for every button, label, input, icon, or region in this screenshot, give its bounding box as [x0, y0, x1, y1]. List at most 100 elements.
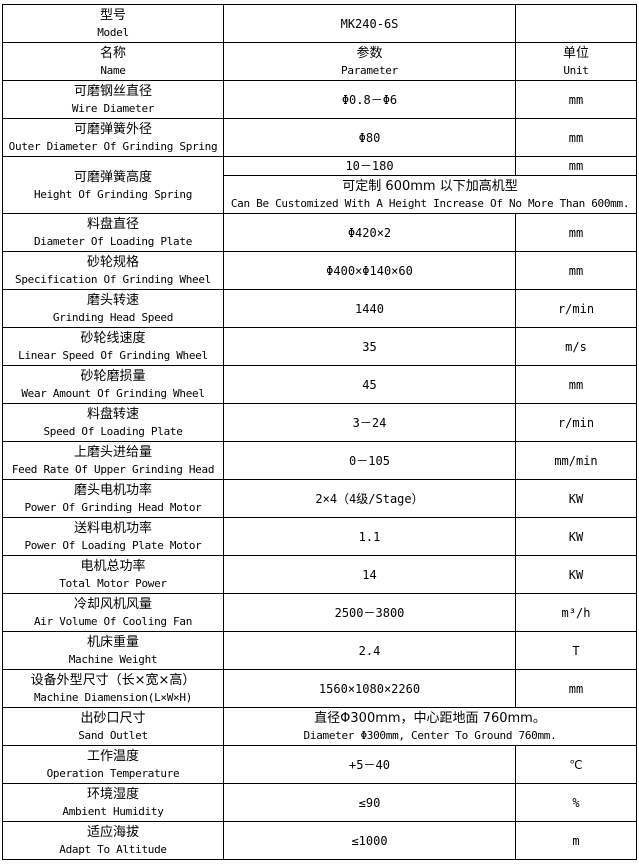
spec-value-cell: 1440: [223, 289, 516, 328]
spec-unit: mm: [568, 159, 584, 173]
spec-name-en: Grinding Head Speed: [52, 311, 174, 324]
spec-unit: KW: [568, 567, 584, 582]
spec-unit: mm: [568, 130, 584, 145]
spec-name-cell: 可磨弹簧高度 Height Of Grinding Spring: [2, 156, 224, 214]
spec-name-cell: 出砂口尺寸 Sand Outlet: [2, 707, 224, 746]
spec-unit-cell: KW: [515, 479, 637, 518]
spec-value-cell: Φ400×Φ140×60: [223, 251, 516, 290]
spec-name-en: Adapt To Altitude: [59, 843, 167, 856]
row-adapt-altitude: 适应海拔 Adapt To Altitude ≤1000 m: [2, 821, 637, 860]
spec-name-zh: 上磨头进给量: [73, 445, 152, 460]
spec-name-cell: 电机总功率 Total Motor Power: [2, 555, 224, 594]
spec-value: Φ420×2: [347, 225, 392, 240]
sand-outlet-value-zh: 直径Φ300mm，中心距地面 760mm。: [314, 711, 546, 726]
spec-value: 14: [362, 567, 377, 582]
spec-name-zh: 设备外型尺寸（长×宽×高）: [30, 673, 196, 688]
spec-name-cell: 磨头电机功率 Power Of Grinding Head Motor: [2, 479, 224, 518]
row-machine-dimension: 设备外型尺寸（长×宽×高） Machine Diamension(L×W×H) …: [2, 669, 637, 708]
spec-value-cell: 14: [223, 555, 516, 594]
spec-name-en: Machine Weight: [68, 653, 158, 666]
spec-unit: m³/h: [561, 605, 591, 620]
spec-name-cell: 砂轮磨损量 Wear Amount Of Grinding Wheel: [2, 365, 224, 404]
spec-unit-cell: T: [515, 631, 637, 670]
spec-unit: r/min: [557, 415, 595, 430]
spec-name-en: Air Volume Of Cooling Fan: [33, 615, 193, 628]
spec-name-zh: 磨头电机功率: [73, 483, 152, 498]
spec-value: 45: [362, 377, 377, 392]
row-header: 名称 Name 参数 Parameter 单位 Unit: [2, 42, 637, 81]
spec-unit: m: [572, 833, 580, 848]
spec-unit: m/s: [565, 339, 587, 354]
header-param-zh: 参数: [356, 46, 383, 61]
row-loading-plate-diameter: 料盘直径 Diameter Of Loading Plate Φ420×2 mm: [2, 213, 637, 252]
spec-unit-cell: ℃: [515, 745, 637, 784]
spec-name-en: Feed Rate Of Upper Grinding Head: [11, 463, 215, 476]
spec-unit-cell: mm: [515, 156, 637, 176]
spec-unit: ℃: [569, 757, 583, 772]
spec-name-zh: 冷却风机风量: [73, 597, 152, 612]
spec-unit-cell: mm: [515, 365, 637, 404]
spec-unit-cell: m³/h: [515, 593, 637, 632]
spec-name-en: Linear Speed Of Grinding Wheel: [18, 349, 208, 362]
spec-value: 2×4（4级/Stage）: [315, 491, 424, 506]
model-value-cell: MK240-6S: [223, 4, 516, 43]
spec-name-cell: 工作温度 Operation Temperature: [2, 745, 224, 784]
spec-value-cell: 45: [223, 365, 516, 404]
spec-unit-cell: KW: [515, 517, 637, 556]
spec-name-cell: 送料电机功率 Power Of Loading Plate Motor: [2, 517, 224, 556]
spec-unit: mm: [568, 225, 584, 240]
row-feed-rate: 上磨头进给量 Feed Rate Of Upper Grinding Head …: [2, 441, 637, 480]
spec-value-cell: 2500－3800: [223, 593, 516, 632]
spec-value-cell: 2.4: [223, 631, 516, 670]
spec-unit-cell: mm: [515, 213, 637, 252]
spec-value: ≤90: [358, 795, 381, 810]
spec-value-cell: 3－24: [223, 403, 516, 442]
spec-value: 1.1: [358, 529, 381, 544]
model-value: MK240-6S: [340, 16, 399, 31]
spec-value-cell: ≤1000: [223, 821, 516, 860]
spec-value-cell: 2×4（4级/Stage）: [223, 479, 516, 518]
spec-value: Φ80: [358, 130, 381, 145]
spec-unit: mm: [568, 377, 584, 392]
header-param-cell: 参数 Parameter: [223, 42, 516, 81]
spec-name-zh: 出砂口尺寸: [80, 711, 146, 726]
spec-name-cell: 砂轮规格 Specification Of Grinding Wheel: [2, 251, 224, 290]
spec-name-en: Outer Diameter Of Grinding Spring: [8, 140, 218, 153]
spec-name-en: Machine Diamension(L×W×H): [33, 691, 193, 704]
row-model: 型号 Model MK240-6S: [2, 4, 637, 43]
spec-unit: mm: [568, 92, 584, 107]
spec-value-cell: Φ80: [223, 118, 516, 157]
spec-unit-cell: KW: [515, 555, 637, 594]
spec-name-zh: 送料电机功率: [73, 521, 152, 536]
spec-name-zh: 适应海拔: [86, 825, 139, 840]
header-unit-en: Unit: [563, 64, 589, 77]
spec-unit: mm: [568, 263, 584, 278]
spec-name-zh: 环境湿度: [86, 787, 139, 802]
row-outer-diameter: 可磨弹簧外径 Outer Diameter Of Grinding Spring…: [2, 118, 637, 157]
spec-value: 35: [362, 339, 377, 354]
model-label-en: Model: [97, 26, 129, 39]
row-ambient-humidity: 环境湿度 Ambient Humidity ≤90 %: [2, 783, 637, 822]
spec-name-cell: 可磨钢丝直径 Wire Diameter: [2, 80, 224, 119]
spec-unit: r/min: [557, 301, 595, 316]
spec-name-zh: 机床重量: [86, 635, 139, 650]
spec-name-cell: 料盘直径 Diameter Of Loading Plate: [2, 213, 224, 252]
spec-name-en: Wear Amount Of Grinding Wheel: [21, 387, 205, 400]
spec-name-cell: 适应海拔 Adapt To Altitude: [2, 821, 224, 860]
header-unit-cell: 单位 Unit: [515, 42, 637, 81]
header-unit-zh: 单位: [562, 46, 589, 61]
spec-name-en: Sand Outlet: [78, 729, 148, 742]
spec-unit: KW: [568, 491, 584, 506]
row-cooling-fan: 冷却风机风量 Air Volume Of Cooling Fan 2500－38…: [2, 593, 637, 632]
spec-name-zh: 砂轮线速度: [80, 331, 146, 346]
spec-value: 0－105: [349, 453, 390, 468]
spec-name-cell: 可磨弹簧外径 Outer Diameter Of Grinding Spring: [2, 118, 224, 157]
spring-height-note-cell: 可定制 600mm 以下加高机型 Can Be Customized With …: [223, 175, 637, 214]
spec-value-cell: Φ420×2: [223, 213, 516, 252]
spec-value: Φ400×Φ140×60: [326, 263, 413, 278]
spec-table: 型号 Model MK240-6S 名称 Name 参数 Parameter 单…: [2, 4, 637, 860]
spec-value: +5－40: [349, 757, 390, 772]
spec-name-zh: 可磨弹簧外径: [73, 122, 152, 137]
spec-name-zh: 电机总功率: [80, 559, 146, 574]
row-wheel-spec: 砂轮规格 Specification Of Grinding Wheel Φ40…: [2, 251, 637, 290]
